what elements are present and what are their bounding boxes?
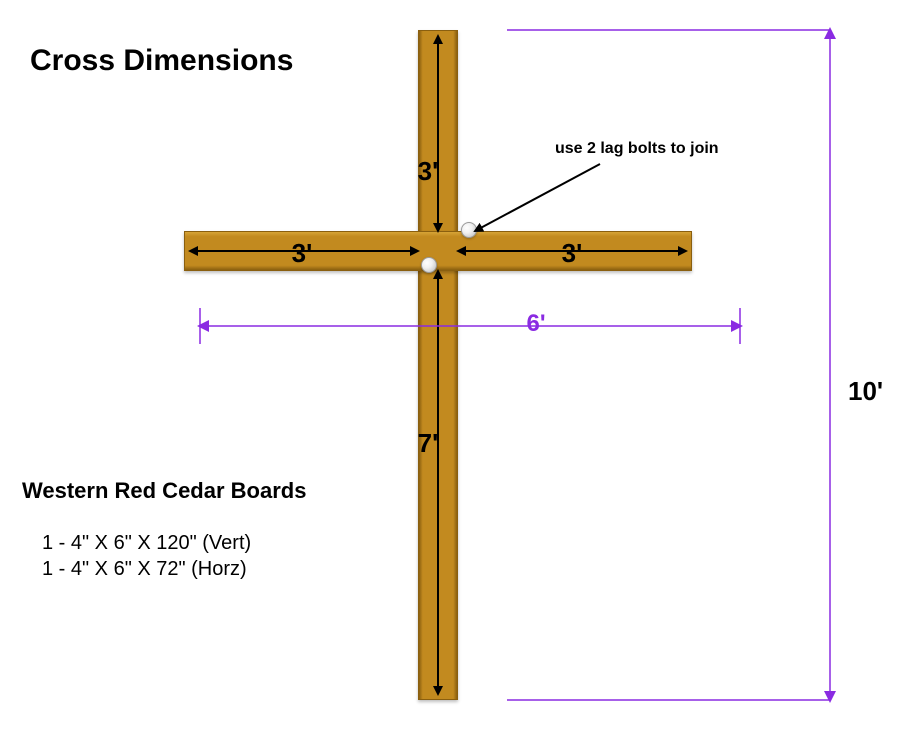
dim-height-10ft: 10' — [848, 376, 883, 407]
dim-right-3ft: 3' — [562, 238, 583, 269]
lag-bolt-2 — [421, 257, 437, 273]
dim-left-3ft: 3' — [292, 238, 313, 269]
lag-bolt-note: use 2 lag bolts to join — [555, 140, 719, 158]
materials-line-2: 1 - 4" X 6" X 72" (Horz) — [42, 558, 247, 581]
vertical-beam — [418, 30, 458, 700]
materials-line-1: 1 - 4" X 6" X 120" (Vert) — [42, 532, 251, 555]
dim-bottom-7ft: 7' — [418, 428, 439, 459]
dim-top-3ft: 3' — [418, 156, 439, 187]
horizontal-beam — [184, 231, 692, 271]
arrow-overlay — [0, 0, 921, 733]
materials-heading: Western Red Cedar Boards — [22, 478, 306, 504]
diagram-stage: Cross Dimensions Western Red Cedar Board… — [0, 0, 921, 733]
diagram-title: Cross Dimensions — [30, 44, 293, 78]
lag-bolt-1 — [461, 222, 477, 238]
dim-width-6ft: 6' — [526, 310, 545, 338]
note-arrow — [475, 164, 600, 231]
